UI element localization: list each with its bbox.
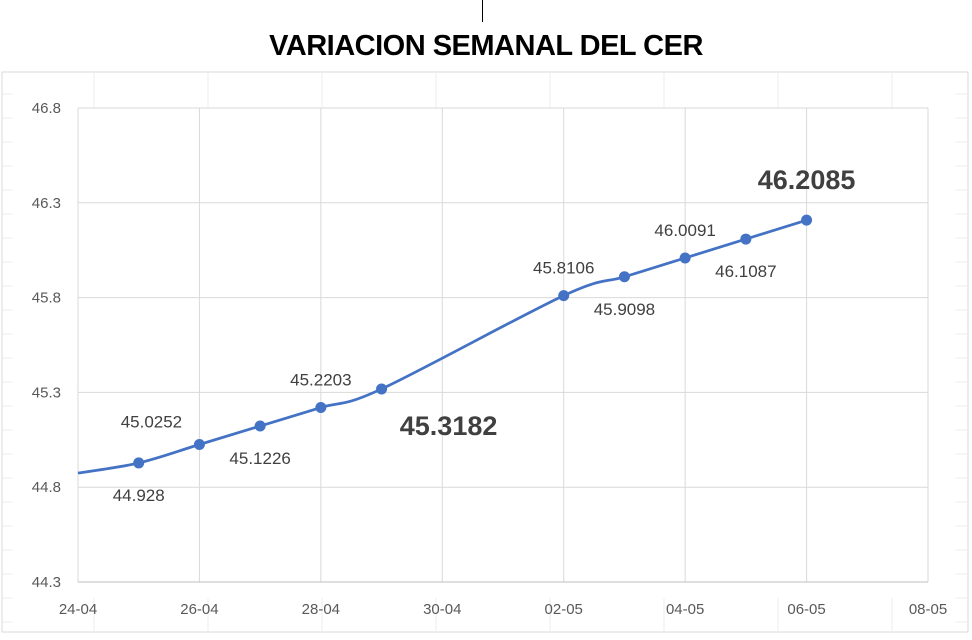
data-label: 46.1087: [715, 262, 776, 281]
data-point: [558, 290, 570, 302]
x-tick-label: 08-05: [909, 601, 947, 618]
chart-title: VARIACION SEMANAL DEL CER: [269, 30, 703, 62]
data-point: [801, 214, 813, 226]
chart-area-border: [1, 71, 969, 633]
data-point: [254, 420, 266, 432]
y-tick-label: 45.3: [32, 384, 61, 401]
x-tick-label: 24-04: [59, 601, 97, 618]
data-labels: 44.928 45.0252 45.1226 45.2203 45.3182 45.810…: [113, 165, 856, 505]
data-label: 45.2203: [290, 371, 351, 390]
x-tick-label: 04-05: [666, 601, 704, 618]
x-axis-ticks: 24-04 26-04 28-04 30-04 02-05 04-05 06-05 08-05: [59, 601, 947, 618]
data-point: [193, 439, 205, 451]
y-tick-label: 46.3: [32, 195, 61, 212]
data-label: 45.0252: [121, 413, 182, 432]
data-point: [315, 402, 327, 414]
data-point: [740, 233, 752, 245]
x-tick-label: 26-04: [180, 601, 218, 618]
spreadsheet-grid: [2, 72, 968, 632]
data-point: [133, 457, 145, 469]
text-cursor: [482, 0, 483, 22]
y-tick-label: 44.8: [32, 479, 61, 496]
y-tick-label: 44.3: [32, 574, 61, 591]
data-label: 45.1226: [229, 449, 290, 468]
data-point: [618, 271, 630, 283]
gridlines: [77, 107, 929, 583]
data-point: [376, 383, 388, 395]
data-label: 45.8106: [533, 259, 594, 278]
y-axis-ticks: 46.8 46.3 45.8 45.3 44.8 44.3: [32, 100, 61, 591]
data-label: 46.2085: [758, 165, 856, 195]
data-label: 45.9098: [594, 300, 655, 319]
data-label: 45.3182: [400, 411, 498, 441]
series: [77, 214, 813, 475]
y-tick-label: 45.8: [32, 290, 61, 307]
data-label: 46.0091: [654, 221, 715, 240]
series-line: [77, 218, 807, 475]
y-tick-label: 46.8: [32, 100, 61, 117]
x-tick-label: 28-04: [302, 601, 340, 618]
data-label: 44.928: [113, 486, 165, 505]
x-tick-label: 30-04: [423, 601, 461, 618]
data-point: [679, 252, 691, 264]
x-tick-label: 02-05: [545, 601, 583, 618]
x-tick-label: 06-05: [787, 601, 825, 618]
